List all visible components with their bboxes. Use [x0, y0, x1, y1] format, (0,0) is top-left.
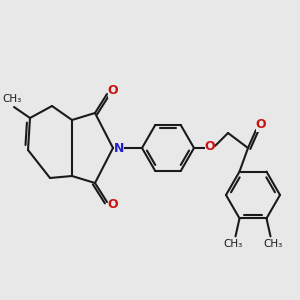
Text: O: O: [256, 118, 266, 131]
Text: O: O: [205, 140, 215, 154]
Text: O: O: [108, 199, 118, 212]
Text: CH₃: CH₃: [2, 94, 22, 104]
Text: CH₃: CH₃: [263, 239, 282, 249]
Text: CH₃: CH₃: [224, 239, 243, 249]
Text: O: O: [108, 85, 118, 98]
Text: N: N: [114, 142, 124, 154]
